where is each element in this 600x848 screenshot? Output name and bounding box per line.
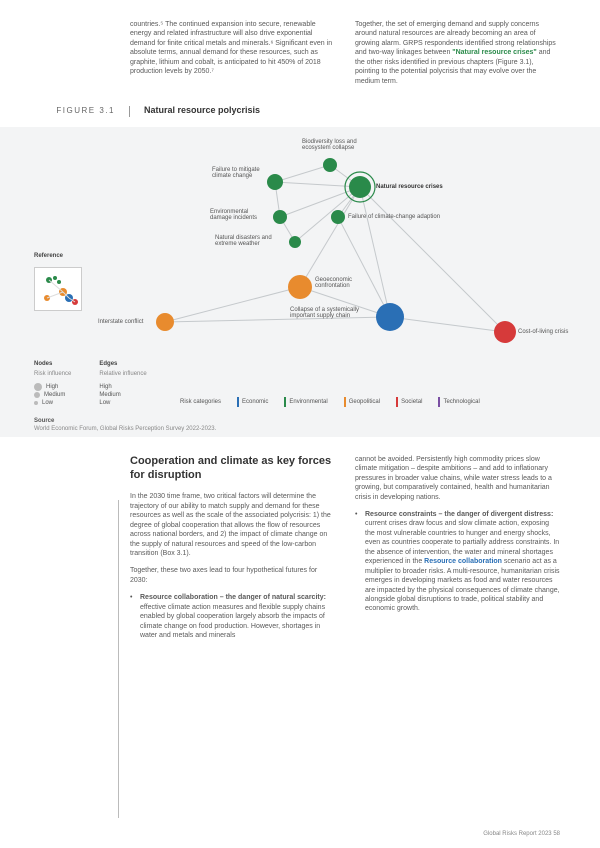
top-text-columns: countries.⁵ The continued expansion into… [0, 0, 600, 98]
node-label: Geoeconomicconfrontation [315, 277, 352, 290]
figure-source: Source World Economic Forum, Global Risk… [34, 417, 216, 433]
legend-nodes: Nodes Risk influence High Medium Low [34, 360, 71, 406]
category-label: Geopolitical [349, 398, 380, 406]
categories-label: Risk categories [180, 398, 221, 406]
vertical-divider [118, 500, 119, 818]
body-p2: Together, these two axes lead to four hy… [130, 566, 335, 585]
reference-thumbnail [34, 267, 82, 311]
node-label: Failure to mitigateclimate change [212, 167, 260, 180]
bullet-2: Resource constraints – the danger of div… [355, 510, 560, 614]
body-left: Cooperation and climate as key forces fo… [130, 455, 335, 649]
category-label: Societal [401, 398, 422, 406]
category-item: Environmental [284, 397, 327, 407]
figure-number: FIGURE 3.1 [0, 106, 130, 117]
category-item: Geopolitical [344, 397, 380, 407]
body-p1: In the 2030 time frame, two critical fac… [130, 492, 335, 558]
top-right-para: Together, the set of emerging demand and… [355, 20, 560, 86]
node-edge-legend: Nodes Risk influence High Medium Low Edg… [34, 360, 147, 406]
category-item: Technological [438, 397, 479, 407]
category-item: Economic [237, 397, 268, 407]
node-label: Collapse of a systemicallyimportant supp… [290, 307, 359, 320]
right-p1: cannot be avoided. Persistently high com… [355, 455, 560, 502]
node-label: Interstate conflict [98, 319, 143, 326]
network-diagram: Reference Nodes Risk influence High Medi… [0, 127, 600, 437]
category-label: Economic [242, 398, 268, 406]
category-swatch [396, 397, 398, 407]
top-left-col: countries.⁵ The continued expansion into… [130, 20, 335, 86]
category-swatch [237, 397, 239, 407]
figure-title: Natural resource polycrisis [130, 104, 260, 116]
section-heading: Cooperation and climate as key forces fo… [130, 455, 335, 483]
node-label: Biodiversity loss andecosystem collapse [302, 139, 357, 152]
node-label: Natural disasters andextreme weather [215, 235, 272, 248]
node-label: Failure of climate-change adaption [348, 214, 440, 221]
top-left-para: countries.⁵ The continued expansion into… [130, 20, 335, 77]
category-swatch [344, 397, 346, 407]
bullet-1: Resource collaboration – the danger of n… [130, 593, 335, 640]
node-label: Natural resource crises [376, 184, 443, 191]
category-item: Societal [396, 397, 422, 407]
body-columns: Cooperation and climate as key forces fo… [0, 437, 600, 649]
top-right-col: Together, the set of emerging demand and… [355, 20, 560, 86]
body-right: cannot be avoided. Persistently high com… [355, 455, 560, 649]
page-footer: Global Risks Report 2023 58 [483, 830, 560, 838]
category-swatch [438, 397, 440, 407]
legend-edges: Edges Relative influence High Medium Low [99, 360, 146, 406]
category-swatch [284, 397, 286, 407]
category-label: Environmental [289, 398, 327, 406]
node-label: Environmentaldamage incidents [210, 209, 257, 222]
category-label: Technological [443, 398, 479, 406]
category-legend: Risk categories Economic Environmental Geo… [180, 397, 480, 407]
figure-header: FIGURE 3.1 Natural resource polycrisis [0, 98, 600, 121]
reference-label: Reference [34, 253, 63, 260]
node-label: Cost-of-living crisis [518, 329, 568, 336]
